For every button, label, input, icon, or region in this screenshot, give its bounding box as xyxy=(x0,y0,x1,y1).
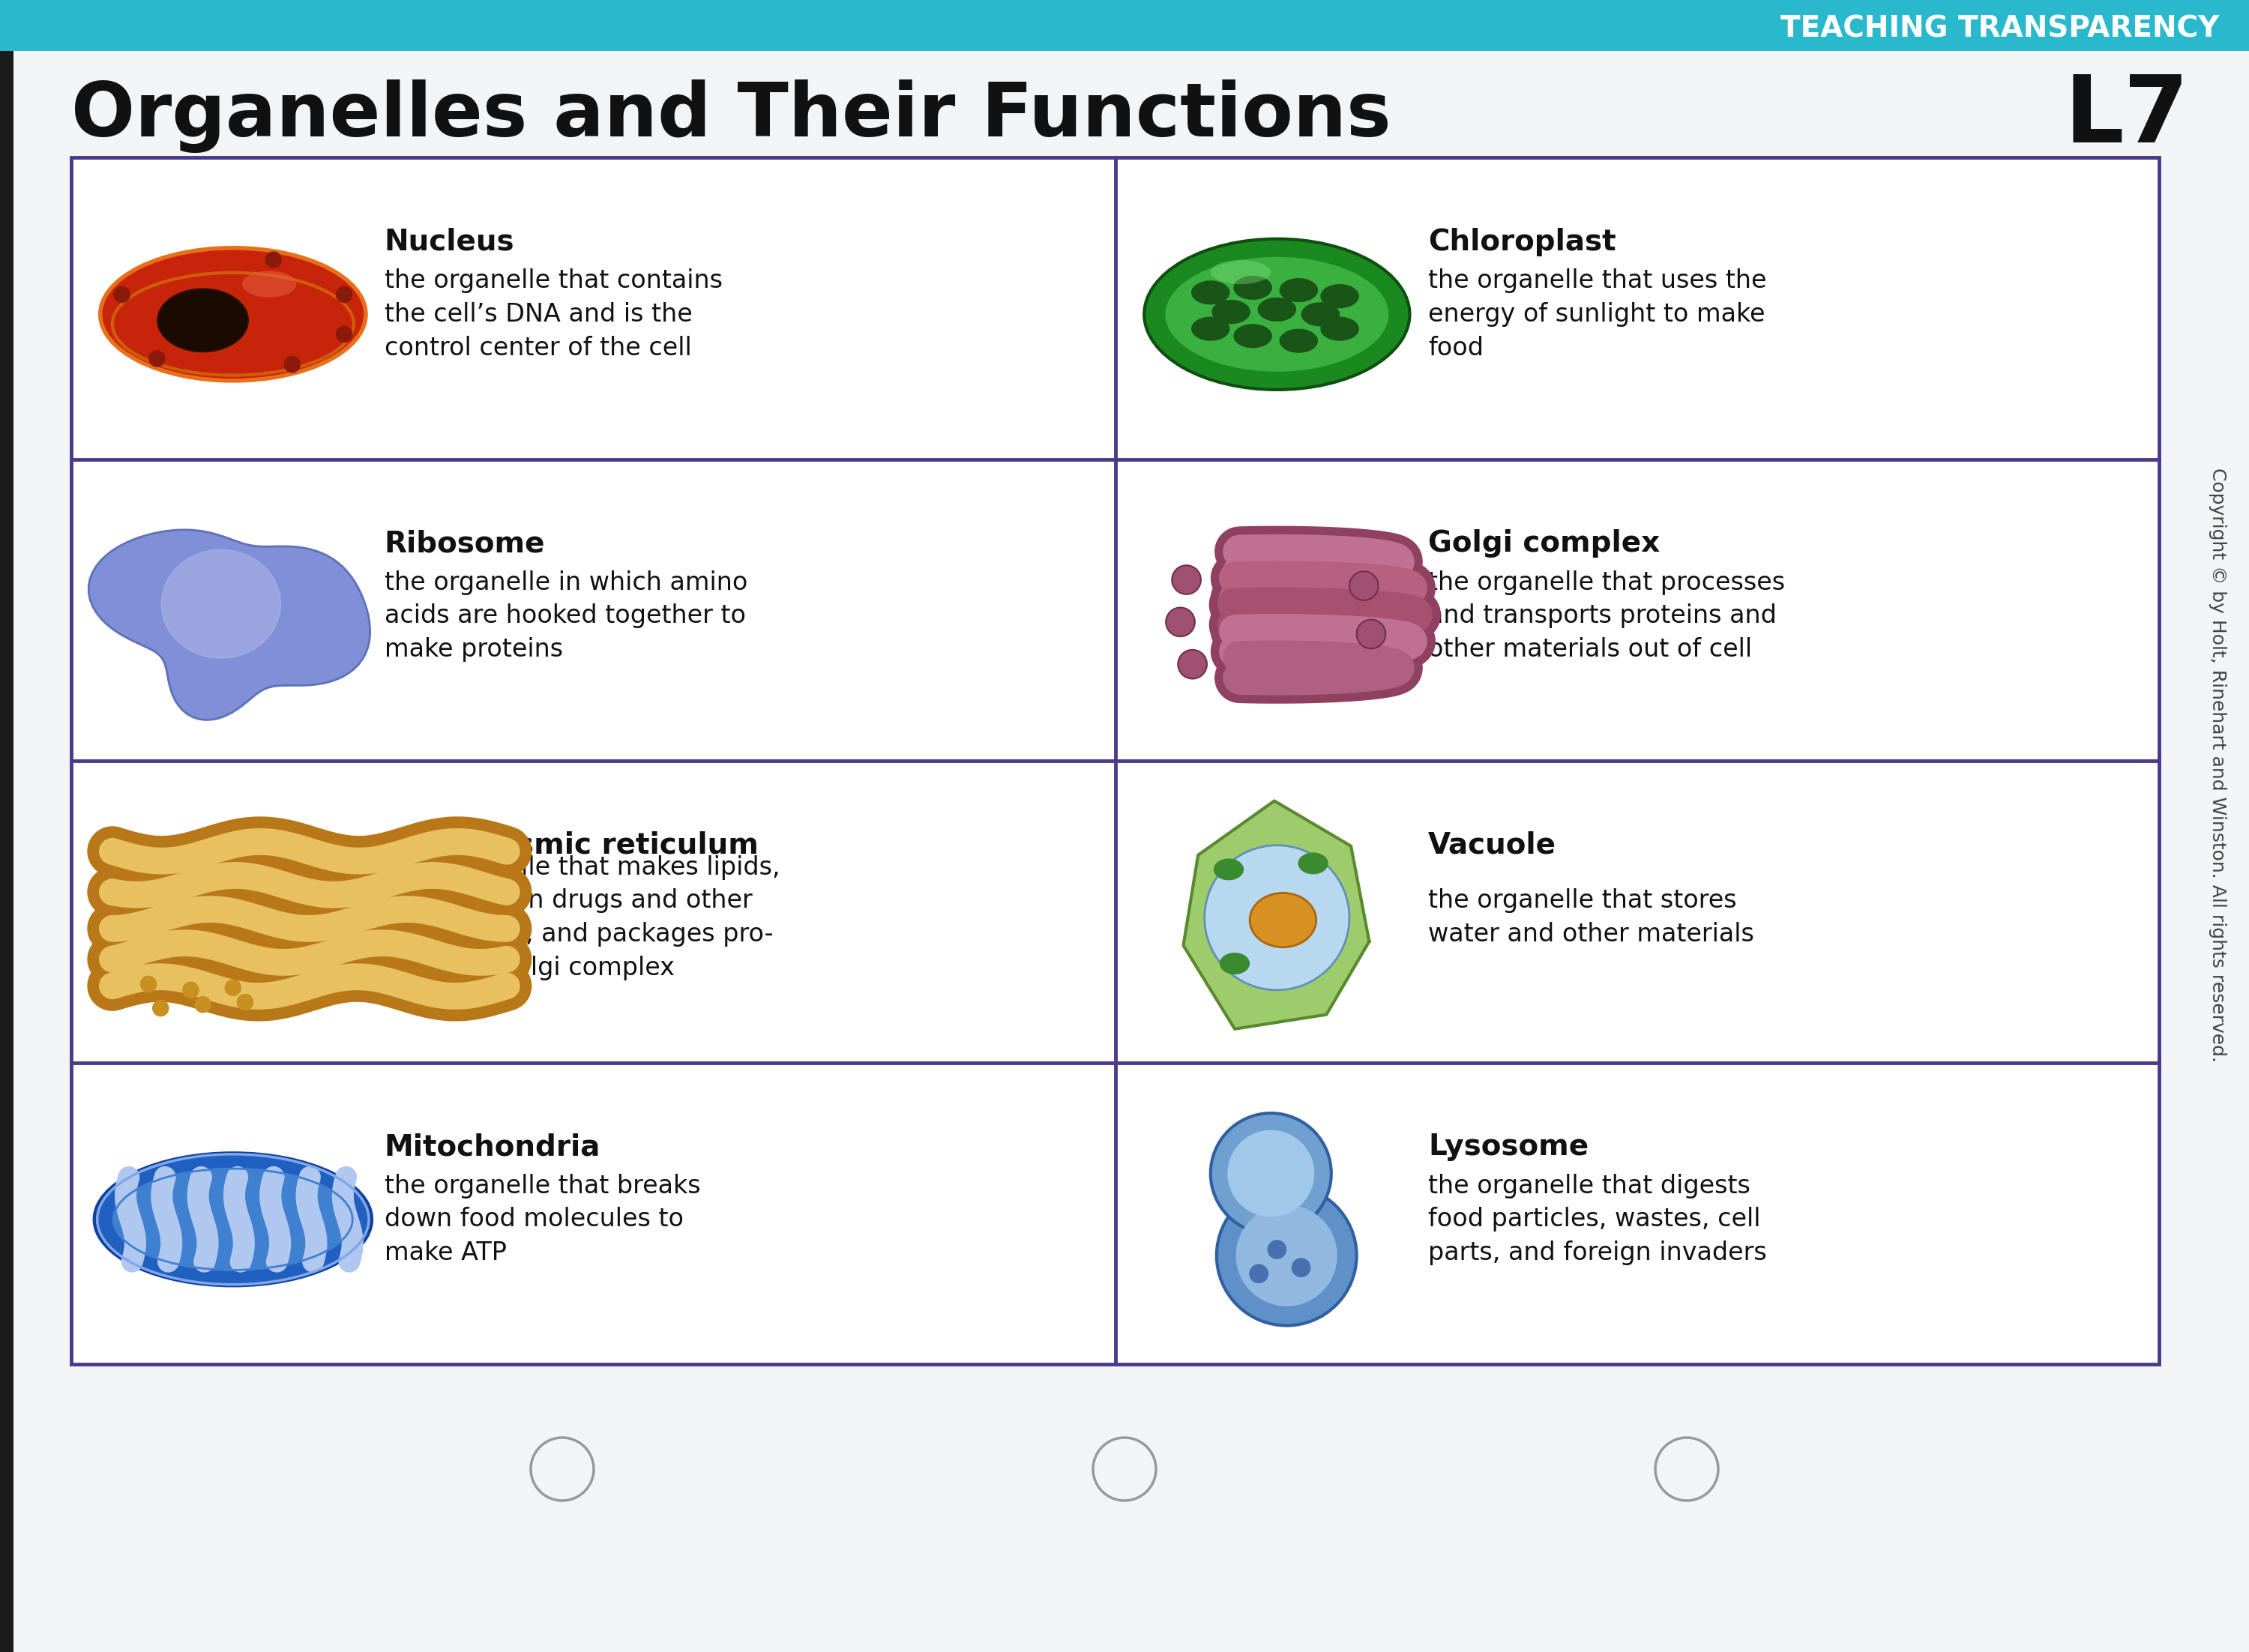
Ellipse shape xyxy=(1302,302,1340,327)
Bar xyxy=(72,157,2159,1365)
Ellipse shape xyxy=(1192,317,1230,340)
Ellipse shape xyxy=(1232,324,1273,349)
Circle shape xyxy=(236,995,254,1011)
Text: Mitochondria: Mitochondria xyxy=(385,1133,600,1161)
Bar xyxy=(0,51,13,1652)
Text: Lysosome: Lysosome xyxy=(1428,1133,1588,1161)
Ellipse shape xyxy=(1320,284,1358,309)
Ellipse shape xyxy=(1192,281,1230,304)
Ellipse shape xyxy=(157,289,247,352)
Ellipse shape xyxy=(243,271,297,297)
Text: Nucleus: Nucleus xyxy=(385,228,515,256)
Circle shape xyxy=(1178,649,1208,679)
Ellipse shape xyxy=(112,1168,353,1270)
Circle shape xyxy=(153,999,169,1016)
Text: Golgi complex: Golgi complex xyxy=(1428,529,1660,558)
Ellipse shape xyxy=(1210,259,1271,284)
Circle shape xyxy=(1165,608,1194,636)
Circle shape xyxy=(335,325,353,342)
Circle shape xyxy=(1291,1257,1311,1277)
Ellipse shape xyxy=(1165,258,1388,372)
Text: Endoplasmic reticulum: Endoplasmic reticulum xyxy=(385,831,758,859)
Circle shape xyxy=(1210,1113,1331,1234)
Text: the organelle in which amino
acids are hooked together to
make proteins: the organelle in which amino acids are h… xyxy=(385,570,747,662)
Polygon shape xyxy=(88,530,371,720)
Ellipse shape xyxy=(1212,299,1250,324)
Circle shape xyxy=(265,251,281,268)
Circle shape xyxy=(1217,1186,1356,1325)
Ellipse shape xyxy=(1280,329,1318,354)
Circle shape xyxy=(1266,1241,1286,1259)
Text: the organelle that uses the
energy of sunlight to make
food: the organelle that uses the energy of su… xyxy=(1428,268,1768,360)
Circle shape xyxy=(283,355,301,373)
Circle shape xyxy=(1237,1204,1338,1307)
Ellipse shape xyxy=(1205,846,1349,990)
Polygon shape xyxy=(162,550,281,657)
Ellipse shape xyxy=(1250,894,1316,947)
Ellipse shape xyxy=(1280,278,1318,302)
Text: the organelle that breaks
down food molecules to
make ATP: the organelle that breaks down food mole… xyxy=(385,1173,699,1265)
Text: TEACHING TRANSPARENCY: TEACHING TRANSPARENCY xyxy=(1781,15,2220,43)
Ellipse shape xyxy=(1298,852,1329,874)
Text: Organelles and Their Functions: Organelles and Their Functions xyxy=(72,79,1392,154)
Circle shape xyxy=(193,996,211,1013)
Bar xyxy=(0,0,2249,51)
Ellipse shape xyxy=(1232,276,1273,299)
Circle shape xyxy=(335,286,353,302)
Ellipse shape xyxy=(1145,240,1410,390)
Text: Copyright © by Holt, Rinehart and Winston. All rights reserved.: Copyright © by Holt, Rinehart and Winsto… xyxy=(2209,468,2227,1062)
Circle shape xyxy=(1228,1130,1313,1218)
Text: Vacuole: Vacuole xyxy=(1428,831,1556,859)
Text: the organelle that contains
the cell’s DNA and is the
control center of the cell: the organelle that contains the cell’s D… xyxy=(385,268,722,360)
Ellipse shape xyxy=(1320,317,1358,340)
Circle shape xyxy=(1349,572,1379,600)
Text: the organelle that processes
and transports proteins and
other materials out of : the organelle that processes and transpo… xyxy=(1428,570,1786,662)
Circle shape xyxy=(225,980,241,996)
Ellipse shape xyxy=(101,248,367,380)
Circle shape xyxy=(112,286,130,302)
Text: Ribosome: Ribosome xyxy=(385,529,544,558)
Text: L7: L7 xyxy=(2065,71,2188,162)
Text: the organelle that stores
water and other materials: the organelle that stores water and othe… xyxy=(1428,889,1754,947)
Circle shape xyxy=(1356,620,1385,649)
Polygon shape xyxy=(1183,801,1370,1029)
Circle shape xyxy=(148,350,166,367)
Circle shape xyxy=(1172,565,1201,595)
Text: the organelle that digests
food particles, wastes, cell
parts, and foreign invad: the organelle that digests food particle… xyxy=(1428,1173,1768,1265)
Ellipse shape xyxy=(1214,859,1244,881)
Circle shape xyxy=(182,981,200,998)
Ellipse shape xyxy=(1219,953,1250,975)
Text: the organelle that makes lipids,
breaks down drugs and other
substances, and pac: the organelle that makes lipids, breaks … xyxy=(385,856,780,980)
Circle shape xyxy=(139,976,157,993)
Ellipse shape xyxy=(1257,297,1295,322)
Circle shape xyxy=(1248,1264,1268,1284)
Ellipse shape xyxy=(94,1153,371,1285)
Text: Chloroplast: Chloroplast xyxy=(1428,228,1617,256)
